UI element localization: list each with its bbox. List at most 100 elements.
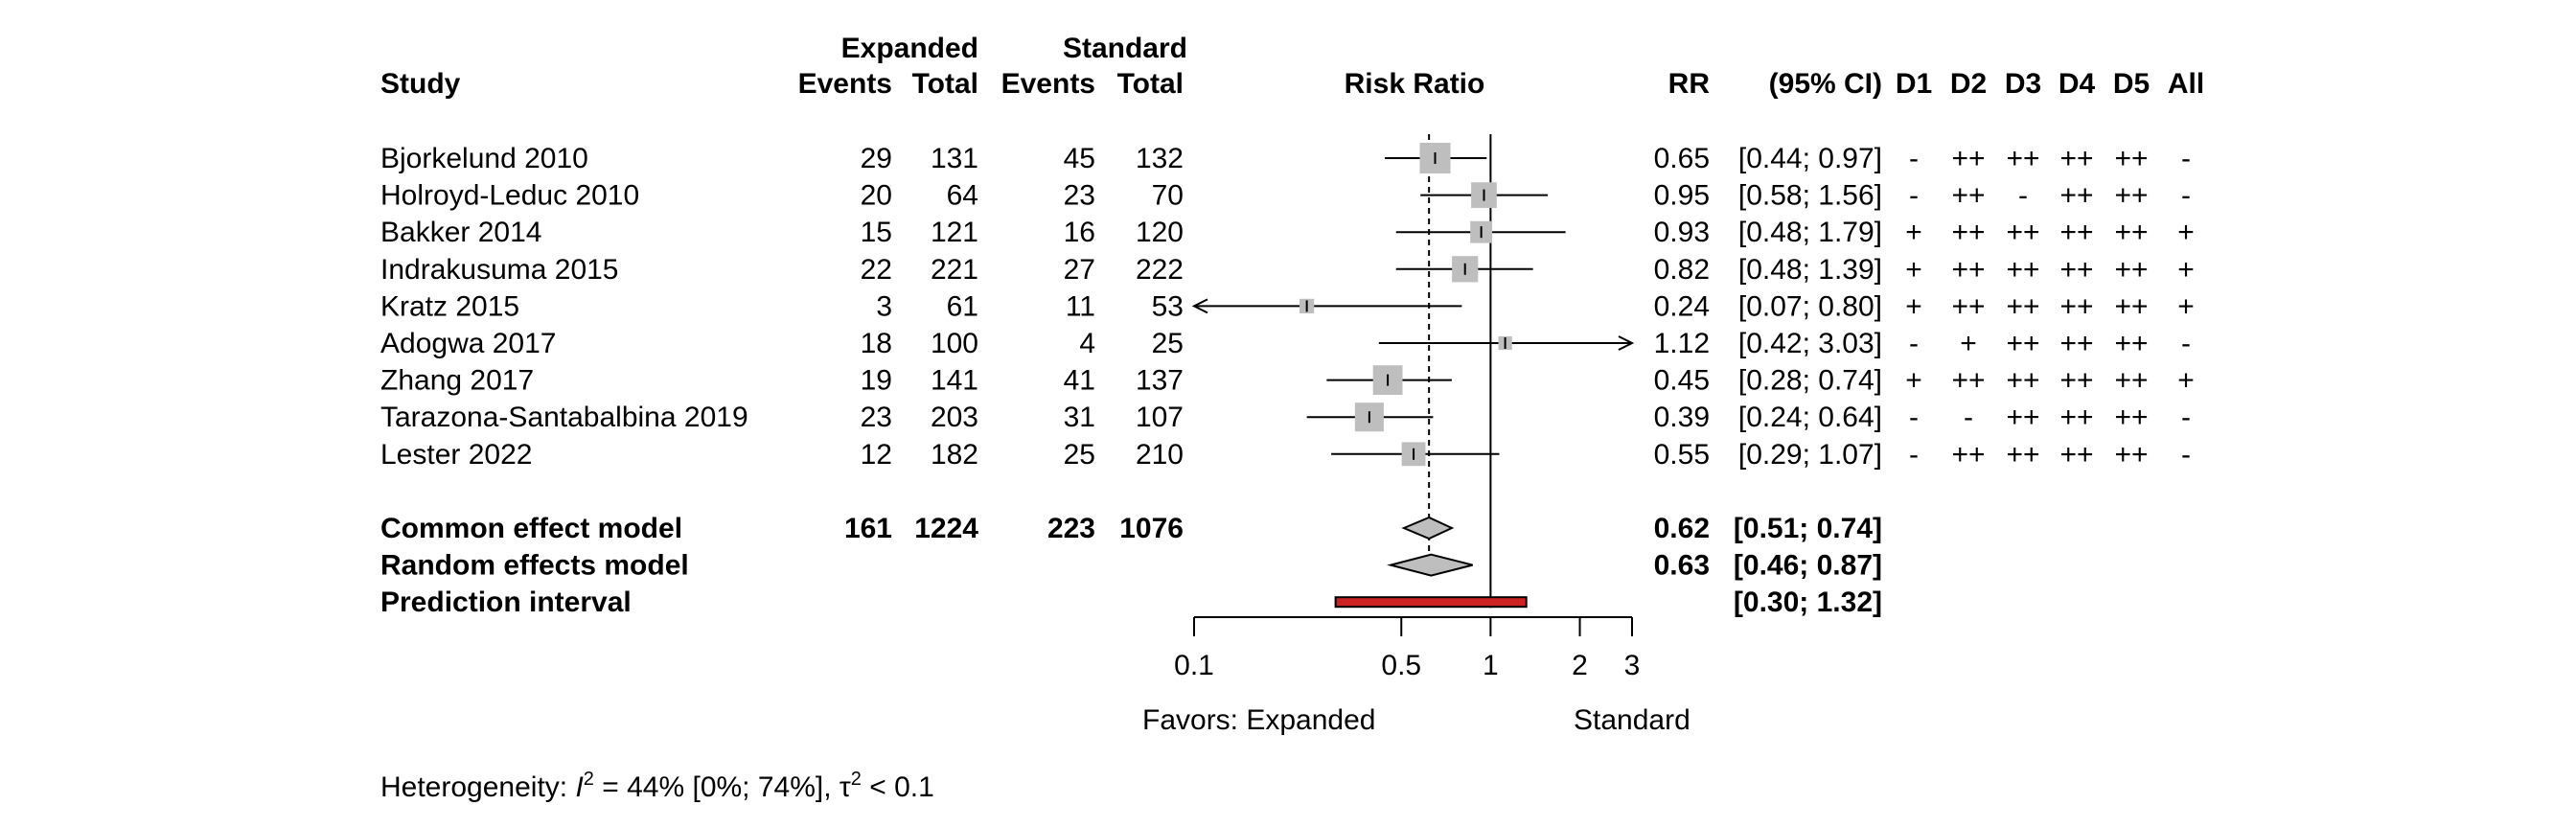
events-expanded: 15 (861, 217, 892, 248)
ci-value: [0.24; 0.64] (1738, 402, 1882, 433)
total-expanded: 221 (931, 254, 978, 286)
i2-value: = 44% [0%; 74%], (594, 771, 840, 803)
risk-of-bias-d1: + (1905, 290, 1922, 322)
ci-value: [0.48; 1.39] (1738, 254, 1882, 286)
rr-value: 0.93 (1654, 217, 1710, 248)
study-name: Lester 2022 (380, 439, 532, 471)
random-rr-value: 0.63 (1654, 550, 1710, 582)
risk-of-bias-d4: ++ (2059, 439, 2093, 471)
x-tick-label: 2 (1572, 650, 1588, 681)
risk-of-bias-d1: - (1909, 402, 1919, 433)
risk-of-bias-all: + (2177, 254, 2195, 286)
total-standard: 210 (1136, 439, 1184, 471)
heterogeneity-text: Heterogeneity: I2 = 44% [0%; 74%], τ2 < … (380, 769, 934, 803)
total-standard: 25 (1152, 328, 1184, 359)
study-name: Holroyd-Leduc 2010 (380, 180, 639, 212)
risk-of-bias-d5: ++ (2114, 254, 2148, 286)
heterogeneity-prefix: Heterogeneity: (380, 771, 575, 803)
risk-of-bias-d5: ++ (2114, 365, 2148, 397)
risk-of-bias-d5: ++ (2114, 217, 2148, 248)
risk-of-bias-d4: ++ (2059, 365, 2093, 397)
risk-of-bias-all: - (2181, 439, 2191, 471)
study-name: Zhang 2017 (380, 365, 534, 397)
prediction-interval-bar (1334, 596, 1528, 609)
risk-of-bias-d1: - (1909, 328, 1919, 359)
common-events-expanded: 161 (844, 513, 892, 544)
risk-of-bias-d4: ++ (2059, 328, 2093, 359)
risk-of-bias-d4: ++ (2059, 143, 2093, 174)
tau-value: < 0.1 (862, 771, 934, 803)
events-expanded: 20 (861, 180, 892, 212)
total-standard: 53 (1152, 290, 1184, 322)
rr-value: 0.65 (1654, 143, 1710, 174)
risk-of-bias-d2: ++ (1951, 217, 1985, 248)
events-expanded: 18 (861, 328, 892, 359)
total-expanded: 64 (947, 180, 978, 212)
risk-of-bias-d3: ++ (2006, 254, 2039, 286)
risk-of-bias-d2: ++ (1951, 290, 1985, 322)
i2-symbol: I (575, 771, 583, 803)
risk-of-bias-d5: ++ (2114, 290, 2148, 322)
ci-value: [0.07; 0.80] (1738, 290, 1882, 322)
study-rows: Bjorkelund 2010 29 131 45 132 0.65 [0.44; 0.97… (380, 143, 2195, 471)
study-name: Indrakusuma 2015 (380, 254, 619, 286)
risk-of-bias-d2: + (1960, 328, 1977, 359)
x-tick-label: 0.5 (1381, 650, 1421, 681)
total-standard: 137 (1136, 365, 1184, 397)
risk-of-bias-all: + (2177, 217, 2195, 248)
events-standard: 41 (1064, 365, 1095, 397)
header-events-expanded: Events (798, 68, 892, 100)
x-tick-label: 0.1 (1174, 650, 1214, 681)
risk-of-bias-d3: ++ (2006, 290, 2039, 322)
risk-of-bias-d4: ++ (2059, 402, 2093, 433)
total-standard: 120 (1136, 217, 1184, 248)
risk-of-bias-d2: ++ (1951, 439, 1985, 471)
ci-value: [0.42; 3.03] (1738, 328, 1882, 359)
header-d3: D3 (2005, 68, 2041, 100)
total-expanded: 61 (947, 290, 978, 322)
rr-value: 0.95 (1654, 180, 1710, 212)
risk-of-bias-d3: ++ (2006, 143, 2039, 174)
events-expanded: 3 (876, 290, 892, 322)
random-model-label: Random effects model (380, 550, 689, 582)
ci-arrow-right (1618, 335, 1635, 351)
rr-value: 0.39 (1654, 402, 1710, 433)
total-expanded: 131 (931, 143, 978, 174)
risk-of-bias-d1: + (1905, 254, 1922, 286)
risk-of-bias-d2: ++ (1951, 254, 1985, 286)
favors-expanded-label: Favors: Expanded (1142, 704, 1375, 736)
common-model-label: Common effect model (380, 513, 682, 544)
prediction-ci-value: [0.30; 1.32] (1734, 586, 1882, 618)
tau-superscript: 2 (851, 769, 862, 790)
ci-value: [0.28; 0.74] (1738, 365, 1882, 397)
risk-of-bias-all: + (2177, 290, 2195, 322)
tau-symbol: τ (840, 771, 851, 803)
events-standard: 23 (1064, 180, 1095, 212)
risk-of-bias-all: - (2181, 402, 2191, 433)
header-study: Study (380, 68, 461, 100)
study-name: Bjorkelund 2010 (380, 143, 588, 174)
events-standard: 11 (1066, 290, 1095, 322)
events-expanded: 23 (861, 402, 892, 433)
risk-of-bias-d4: ++ (2059, 217, 2093, 248)
header-ci: (95% CI) (1769, 68, 1882, 100)
risk-of-bias-d5: ++ (2114, 328, 2148, 359)
risk-of-bias-d3: ++ (2006, 439, 2039, 471)
x-tick-label: 1 (1483, 650, 1499, 681)
plot-marks (1191, 134, 1635, 609)
risk-of-bias-all: - (2181, 143, 2191, 174)
favors-standard-label: Standard (1574, 704, 1690, 736)
study-name: Bakker 2014 (380, 217, 541, 248)
risk-of-bias-d2: - (1964, 402, 1973, 433)
risk-of-bias-d5: ++ (2114, 439, 2148, 471)
total-standard: 107 (1136, 402, 1184, 433)
risk-of-bias-d1: + (1905, 217, 1922, 248)
risk-of-bias-all: - (2181, 180, 2191, 212)
header-total-standard: Total (1117, 68, 1184, 100)
risk-of-bias-d3: - (2018, 180, 2028, 212)
study-name: Tarazona-Santabalbina 2019 (380, 402, 748, 433)
risk-of-bias-d1: - (1909, 180, 1919, 212)
common-events-standard: 223 (1047, 513, 1095, 544)
summary-rows: Common effect model 161 1224 223 1076 0.62 [0.… (380, 513, 1882, 618)
